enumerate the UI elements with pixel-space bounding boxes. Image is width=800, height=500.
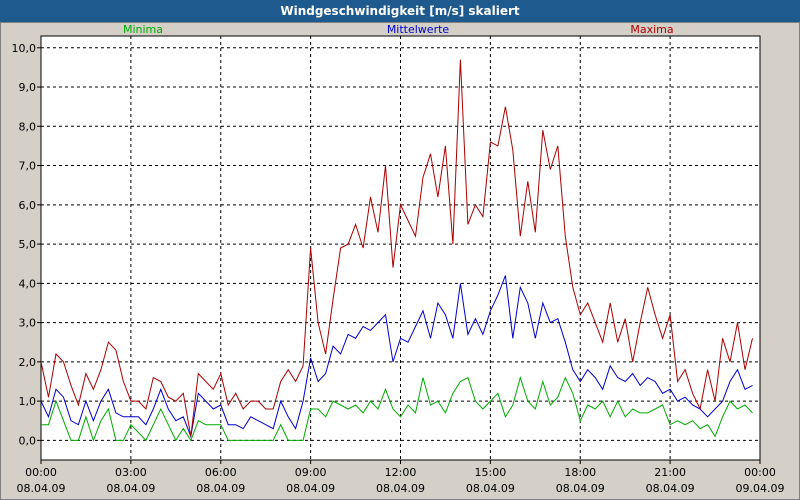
x-tick-date: 08.04.09 [106,482,155,495]
y-tick-label: 6,0 [19,199,37,212]
x-tick-time: 00:00 [25,466,57,479]
x-tick-time: 12:00 [385,466,417,479]
x-tick-time: 09:00 [295,466,327,479]
y-axis: 0,0 1,0 2,0 3,0 4,0 5,0 6,0 7,0 8,0 9,0 10,0 [12,42,41,447]
series-line-mittelwerte [40,275,753,439]
x-tick-time: 00:00 [744,466,776,479]
x-tick-date: 08.04.09 [196,482,245,495]
x-tick-date: 08.04.09 [286,482,335,495]
x-tick-time: 15:00 [475,466,507,479]
y-tick-label: 7,0 [19,160,37,173]
y-tick-label: 1,0 [19,395,37,408]
wind-speed-chart: 0,0 1,0 2,0 3,0 4,0 5,0 6,0 7,0 8,0 9,0 10,0 00:00… [0,22,800,500]
x-tick-date: 09.04.09 [736,482,785,495]
y-tick-label: 10,0 [12,42,37,55]
x-tick-time: 03:00 [115,466,147,479]
y-tick-label: 9,0 [19,81,37,94]
x-tick-date: 08.04.09 [556,482,605,495]
x-tick-date: 08.04.09 [17,482,66,495]
series-line-maxima [40,59,753,437]
window-title: Windgeschwindigkeit [m/s] skaliert [0,0,800,22]
y-tick-label: 0,0 [19,434,37,447]
legend-label-maxima: Maxima [630,23,673,36]
x-tick-time: 21:00 [654,466,686,479]
x-tick-time: 18:00 [564,466,596,479]
series-lines [40,59,753,442]
y-tick-label: 8,0 [19,120,37,133]
legend-label-minima: Minima [123,23,163,36]
legend-label-mittelwerte: Mittelwerte [387,23,450,36]
legend: Minima Mittelwerte Maxima [123,23,674,36]
y-tick-label: 3,0 [19,317,37,330]
x-tick-time: 06:00 [205,466,237,479]
x-axis: 00:00 08.04.09 03:00 08.04.09 06:00 08.04.09 0… [17,460,785,495]
x-tick-date: 08.04.09 [466,482,515,495]
y-tick-label: 4,0 [19,277,37,290]
series-line-minima [41,375,753,442]
x-tick-date: 08.04.09 [376,482,425,495]
y-tick-label: 5,0 [19,238,37,251]
y-tick-label: 2,0 [19,356,37,369]
x-tick-date: 08.04.09 [646,482,695,495]
